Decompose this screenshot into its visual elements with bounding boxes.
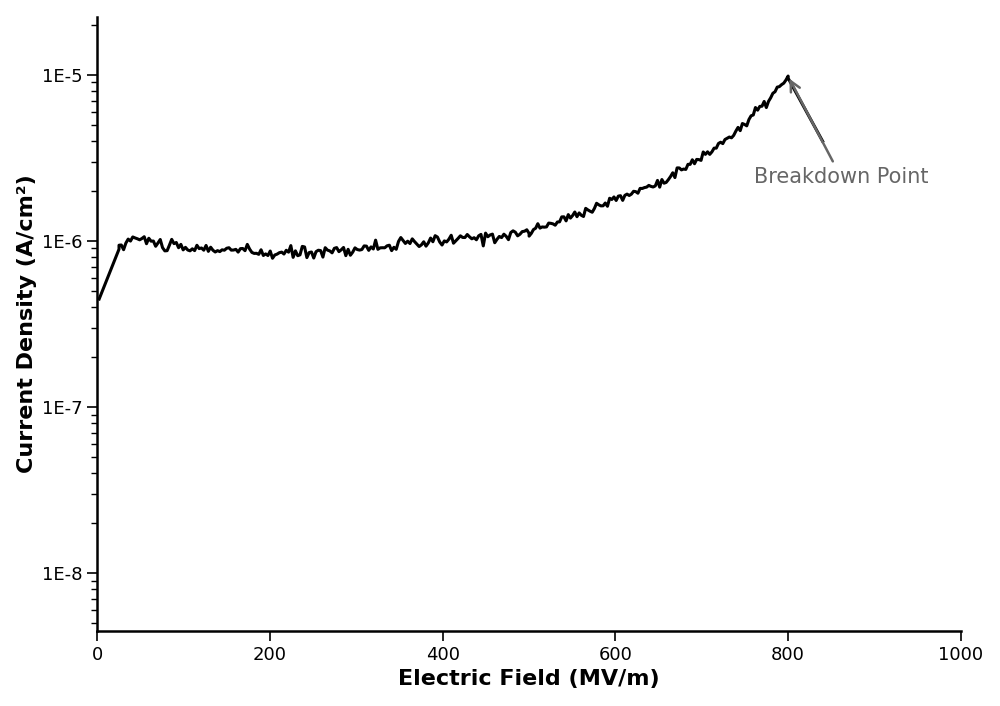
X-axis label: Electric Field (MV/m): Electric Field (MV/m) (398, 669, 660, 689)
Y-axis label: Current Density (A/cm²): Current Density (A/cm²) (17, 174, 37, 473)
Text: Breakdown Point: Breakdown Point (754, 81, 928, 186)
